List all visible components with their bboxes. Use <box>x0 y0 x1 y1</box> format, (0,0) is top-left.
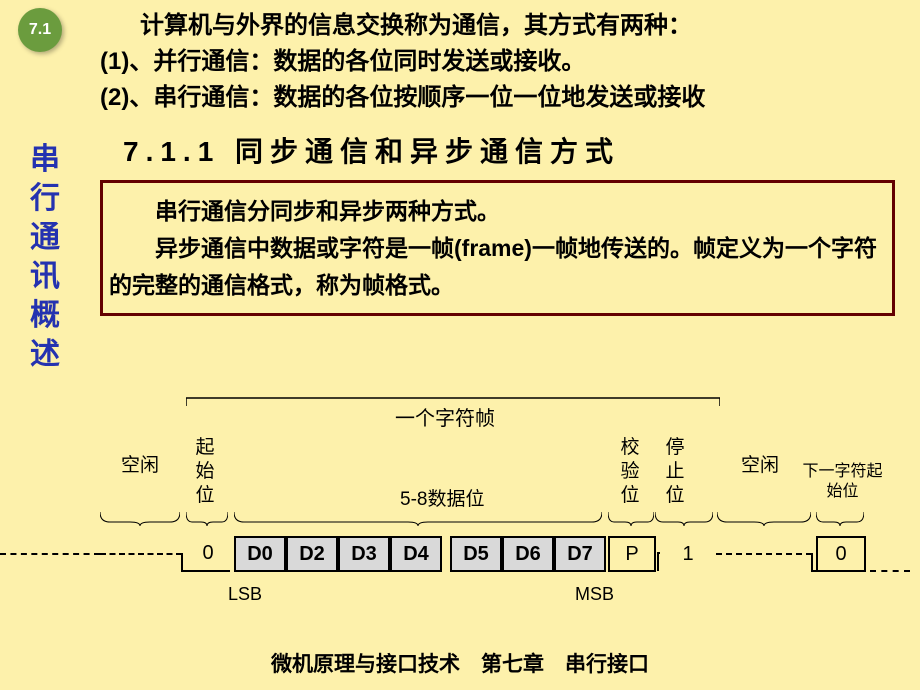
bit-p: P <box>608 536 656 572</box>
bit-d3: D4 <box>390 536 442 572</box>
intro-line-2: (1)、并行通信：数据的各位同时发送或接收。 <box>100 44 900 80</box>
bit-stop: 1 <box>660 536 716 572</box>
box-line-2: 异步通信中数据或字符是一帧(frame)一帧地传送的。帧定义为一个字符的完整的通… <box>109 230 886 304</box>
lbl-data: 5-8数据位 <box>400 484 484 511</box>
section-badge: 7.1 <box>18 8 62 52</box>
brk-next <box>816 512 864 526</box>
bit-d0: D0 <box>234 536 286 572</box>
bit-row: 0 D0 D2 D3 D4 D5 D6 D7 P 1 0 <box>100 536 900 572</box>
intro-line-1: 计算机与外界的信息交换称为通信，其方式有两种： <box>100 8 900 44</box>
main-content: 计算机与外界的信息交换称为通信，其方式有两种： (1)、并行通信：数据的各位同时… <box>100 8 900 316</box>
frame-diagram: 一个字符帧 空闲 起始位 校验位 停止位 空闲 下一字符起始位 5-8数据位 0… <box>100 388 900 618</box>
bit-d6: D7 <box>554 536 606 572</box>
brk-idle2 <box>717 512 811 526</box>
lsb-label: LSB <box>228 584 262 605</box>
brk-parity <box>608 512 654 526</box>
brk-data <box>234 512 602 526</box>
intro-line-3: (2)、串行通信：数据的各位按顺序一位一位地发送或接收 <box>100 80 900 116</box>
dash-right <box>870 570 910 572</box>
section-title: 7.1.1 同步通信和异步通信方式 <box>123 130 900 170</box>
brk-stop <box>655 512 713 526</box>
frame-label: 一个字符帧 <box>395 402 495 431</box>
bit-d1: D2 <box>286 536 338 572</box>
lbl-start: 起始位 <box>190 436 220 507</box>
definition-box: 串行通信分同步和异步两种方式。 异步通信中数据或字符是一帧(frame)一帧地传… <box>100 180 895 316</box>
box-line-1: 串行通信分同步和异步两种方式。 <box>109 193 886 230</box>
lbl-idle-1: 空闲 <box>120 454 160 478</box>
msb-label: MSB <box>575 584 614 605</box>
bit-start: 0 <box>186 536 230 572</box>
bit-next: 0 <box>816 536 866 572</box>
dash-idle-2 <box>716 553 812 555</box>
lbl-idle-2: 空闲 <box>740 454 780 478</box>
dash-left-edge <box>0 553 100 555</box>
dash-idle-1 <box>100 553 182 555</box>
brk-start <box>186 512 228 526</box>
brk-idle1 <box>100 512 180 526</box>
lbl-parity: 校验位 <box>615 436 645 507</box>
slide-footer: 微机原理与接口技术 第七章 串行接口 <box>0 648 920 678</box>
lbl-stop: 停止位 <box>660 436 690 507</box>
vertical-title: 串行通讯概述 <box>30 140 60 374</box>
bit-d4: D5 <box>450 536 502 572</box>
lbl-next: 下一字符起始位 <box>800 462 885 502</box>
bit-d5: D6 <box>502 536 554 572</box>
bit-d2: D3 <box>338 536 390 572</box>
